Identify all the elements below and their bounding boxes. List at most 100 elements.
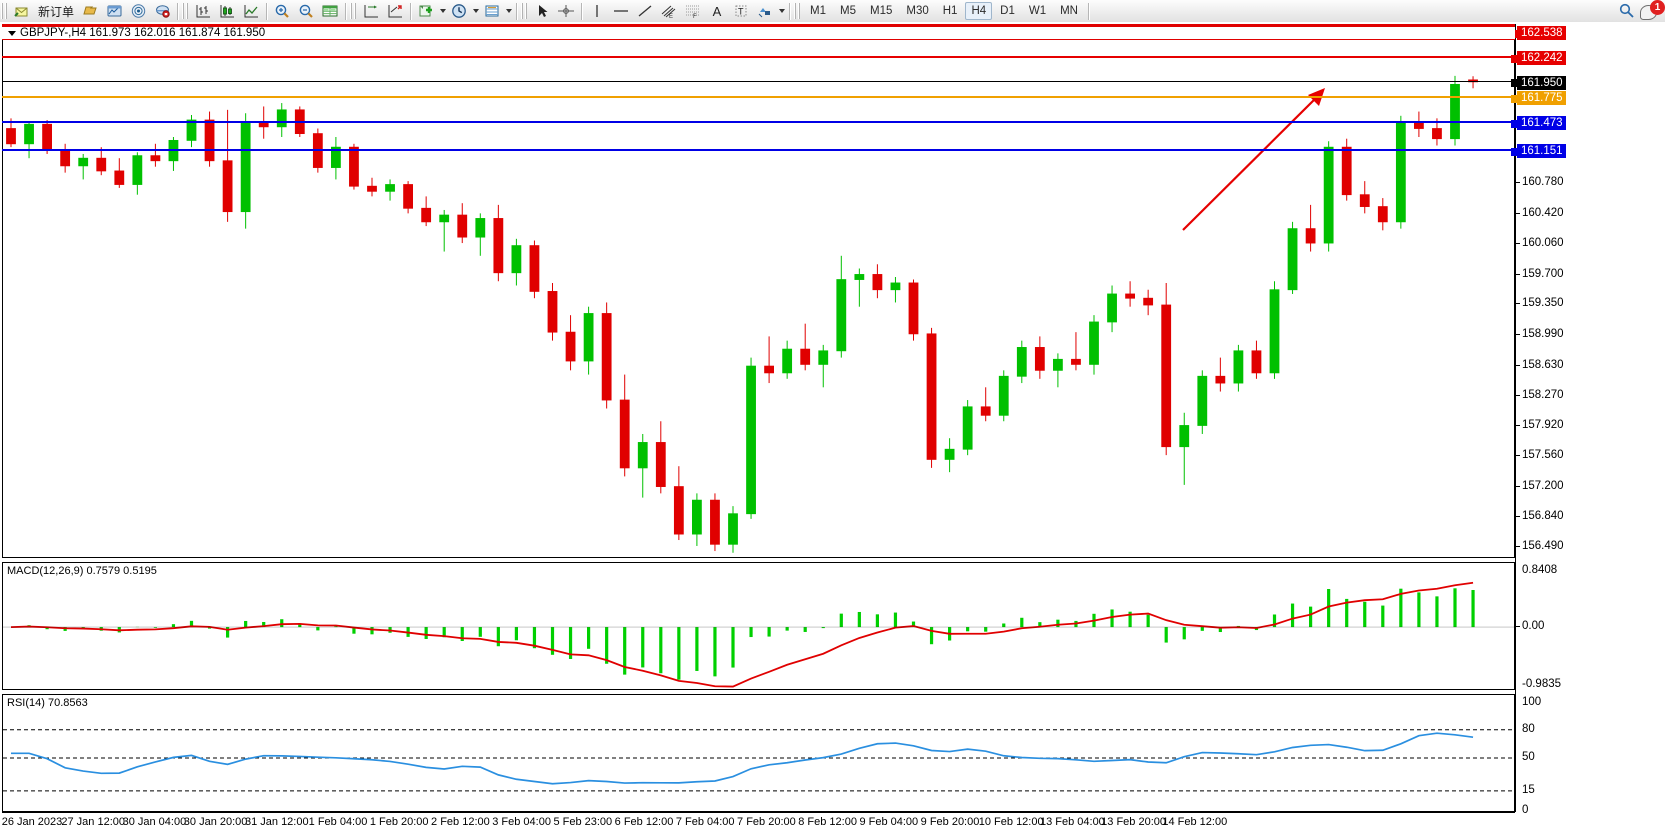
svg-text:T: T xyxy=(738,7,744,17)
support-161151-handle[interactable] xyxy=(1511,147,1519,156)
timeframe-w1[interactable]: W1 xyxy=(1028,5,1047,17)
toolbar-grip-4[interactable] xyxy=(521,3,529,19)
price-tick-label: 158.270 xyxy=(1522,389,1564,402)
price-tick xyxy=(1515,212,1520,214)
level-161775-handle[interactable] xyxy=(1511,94,1519,103)
toolbar-separator xyxy=(177,2,179,20)
new-order-icon[interactable] xyxy=(11,1,33,22)
time-tick-label: 1 Feb 04:00 xyxy=(308,816,368,828)
vertical-line-icon[interactable] xyxy=(586,1,608,22)
line-chart-icon[interactable] xyxy=(240,1,262,22)
level-161775[interactable] xyxy=(2,94,1519,103)
chart-shift-icon[interactable] xyxy=(360,1,382,22)
equidistant-channel-icon[interactable]: E xyxy=(658,1,680,22)
text-icon[interactable]: A xyxy=(712,3,722,19)
macd-tick xyxy=(1515,626,1520,628)
toolbar-grip-5[interactable] xyxy=(794,3,802,19)
rsi-plot xyxy=(3,729,1514,792)
candlestick-chart-icon[interactable] xyxy=(216,1,238,22)
price-tick-label: 157.560 xyxy=(1522,449,1564,462)
price-tick-label: 159.350 xyxy=(1522,297,1564,310)
timeframe-mn[interactable]: MN xyxy=(1060,5,1078,17)
price-tick-label: 160.420 xyxy=(1522,206,1564,219)
resistance-162242[interactable] xyxy=(2,55,1519,64)
price-tick-label: 157.920 xyxy=(1522,418,1564,431)
rsi-tick-label: 0 xyxy=(1522,804,1529,816)
shapes-icon[interactable] xyxy=(754,1,776,22)
time-tick-label: 3 Feb 04:00 xyxy=(492,816,551,828)
templates-dropdown-arrow[interactable] xyxy=(504,2,513,21)
timeframe-h1[interactable]: H1 xyxy=(942,5,958,17)
macd-pane[interactable]: MACD(12,26,9) 0.7579 0.5195 xyxy=(2,562,1515,690)
svg-text:E: E xyxy=(669,14,673,19)
price-pane[interactable] xyxy=(2,24,1515,558)
support-161473-handle[interactable] xyxy=(1511,120,1519,129)
price-tag-161950: 161.950 xyxy=(1517,75,1566,90)
horizontal-line-icon[interactable] xyxy=(610,1,632,22)
macd-tick-label: 0.00 xyxy=(1522,620,1545,633)
signals-icon[interactable] xyxy=(127,1,149,22)
price-tick xyxy=(1515,273,1520,275)
price-tick-label: 160.060 xyxy=(1522,237,1564,250)
toolbar-separator-4 xyxy=(410,2,412,20)
timeframe-m15[interactable]: M15 xyxy=(869,5,893,17)
add-indicator-dropdown-arrow[interactable] xyxy=(438,2,447,21)
price-tick xyxy=(1515,455,1520,457)
period-clock-icon[interactable] xyxy=(448,1,470,22)
time-tick-label: 9 Feb 20:00 xyxy=(920,816,980,828)
autotrading-icon[interactable] xyxy=(151,1,173,22)
trendline-icon[interactable] xyxy=(634,1,656,22)
macd-plot xyxy=(3,581,1514,688)
macd-tick-label: -0.9835 xyxy=(1522,678,1562,690)
auto-scroll-icon[interactable] xyxy=(384,1,406,22)
toolbar-grip-2[interactable] xyxy=(182,3,190,19)
svg-text:F: F xyxy=(693,14,697,19)
timeframe-d1[interactable]: D1 xyxy=(1000,5,1015,17)
price-scale[interactable]: 162.538 162.242 161.950 161.775 161.473 161.1… xyxy=(1515,24,1665,816)
bar-chart-icon[interactable] xyxy=(192,1,214,22)
data-window-icon[interactable] xyxy=(319,1,341,22)
timeframe-m1[interactable]: M1 xyxy=(810,5,826,17)
timeframe-m5[interactable]: M5 xyxy=(840,5,856,17)
time-tick-label: 27 Jan 12:00 xyxy=(61,816,125,828)
price-scale-line xyxy=(1515,24,1516,812)
rsi-pane[interactable]: RSI(14) 70.8563 xyxy=(2,694,1515,812)
crosshair-icon[interactable] xyxy=(555,1,577,22)
support-161151[interactable] xyxy=(2,147,1519,156)
timeframe-h4[interactable]: H4 xyxy=(965,2,993,20)
folder-icon[interactable] xyxy=(79,1,101,22)
last-price-161950[interactable] xyxy=(2,78,1519,87)
text-label-icon[interactable]: T xyxy=(730,1,752,22)
timeframe-m30[interactable]: M30 xyxy=(906,5,929,17)
chart-canvas[interactable]: GBPJPY-,H4 161.973 162.016 161.874 161.9… xyxy=(0,22,1665,836)
rsi-tick-label: 50 xyxy=(1522,751,1535,763)
market-watch-icon[interactable] xyxy=(103,1,125,22)
price-tick xyxy=(1515,546,1520,548)
time-tick-label: 5 Feb 23:00 xyxy=(553,816,613,828)
support-161473[interactable] xyxy=(2,120,1519,129)
new-order-label[interactable]: 新订单 xyxy=(38,4,75,19)
price-tick xyxy=(1515,182,1520,184)
resistance-162242-handle[interactable] xyxy=(1511,55,1519,64)
fibonacci-icon[interactable]: F xyxy=(682,1,704,22)
toolbar-grip[interactable] xyxy=(1,3,8,19)
last-price-161950-handle[interactable] xyxy=(1511,78,1519,87)
period-dropdown-arrow[interactable] xyxy=(471,2,480,21)
templates-icon[interactable] xyxy=(481,1,503,22)
symbol-header[interactable]: GBPJPY-,H4 161.973 162.016 161.874 161.9… xyxy=(2,24,1515,40)
toolbar-separator-6 xyxy=(581,2,583,20)
time-scale[interactable]: 26 Jan 2023 27 Jan 12:00 30 Jan 04:00 30 Ja… xyxy=(2,812,1515,836)
add-indicator-icon[interactable] xyxy=(415,1,437,22)
price-tick-label: 156.840 xyxy=(1522,510,1564,523)
bullish-trend-arrow[interactable] xyxy=(1182,88,1325,231)
price-tick-label: 158.630 xyxy=(1522,358,1564,371)
chevron-down-icon[interactable] xyxy=(8,30,16,36)
toolbar-grip-3[interactable] xyxy=(350,3,358,19)
zoom-out-icon[interactable] xyxy=(295,1,317,22)
shapes-dropdown-arrow[interactable] xyxy=(777,2,786,21)
cursor-icon[interactable] xyxy=(531,1,553,22)
search-icon[interactable] xyxy=(1616,1,1638,22)
notification-bell-icon[interactable]: 1 xyxy=(1639,0,1665,21)
rsi-tick-label: 100 xyxy=(1522,696,1542,708)
zoom-in-icon[interactable] xyxy=(271,1,293,22)
